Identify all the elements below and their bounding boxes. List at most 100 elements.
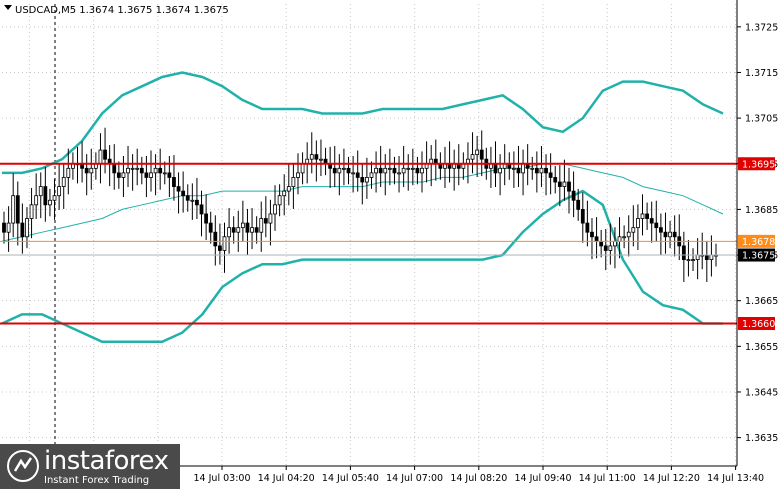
- candle-body: [420, 167, 424, 174]
- candle-body: [668, 231, 672, 238]
- current-price-label: 1.3675: [742, 251, 775, 262]
- candle-body: [199, 204, 204, 215]
- candle-body: [622, 236, 627, 239]
- candle-body: [286, 186, 291, 192]
- y-tick-label: 1.3665: [745, 296, 778, 307]
- candlesticks: [2, 127, 718, 282]
- candle-body: [291, 177, 296, 187]
- candle-body: [20, 222, 25, 238]
- bollinger-lower-line: [1, 189, 723, 344]
- candle-body: [355, 172, 360, 178]
- candle-body: [250, 227, 254, 233]
- candle-body: [360, 177, 365, 183]
- candle-body: [34, 195, 39, 206]
- candle-body: [553, 177, 558, 183]
- logo-subtitle: Instant Forex Trading: [44, 475, 150, 486]
- y-tick-label: 1.3645: [745, 387, 778, 398]
- candle-body: [181, 190, 186, 197]
- candle-body: [493, 163, 498, 174]
- candle-body: [52, 195, 57, 201]
- candle-body: [631, 227, 636, 233]
- candle-body: [704, 254, 709, 261]
- candle-body: [645, 213, 649, 219]
- candle-body: [162, 172, 167, 175]
- candle-body: [530, 167, 535, 170]
- current-price-label-bg: [738, 248, 775, 262]
- bollinger-upper-line: [2, 71, 724, 175]
- y-tick-label: 1.3655: [745, 342, 778, 353]
- candle-body: [135, 167, 140, 170]
- candle-body: [254, 227, 259, 233]
- candle-body: [387, 167, 392, 170]
- candle-body: [332, 167, 337, 174]
- candle-body: [567, 181, 571, 192]
- y-tick-label: 1.3725: [745, 22, 778, 33]
- candle-body: [25, 218, 29, 238]
- candle-body: [640, 213, 645, 219]
- candle-body: [29, 204, 34, 219]
- candle-body: [548, 172, 553, 178]
- candle-body: [392, 167, 397, 174]
- candle-body: [296, 172, 300, 178]
- candle-body: [626, 231, 631, 238]
- candle-body: [158, 167, 163, 174]
- candle-body: [613, 240, 617, 247]
- candle-body: [608, 245, 613, 251]
- x-tick-label: 14 Jul 05:40: [322, 473, 379, 484]
- candle-body: [636, 218, 640, 229]
- candle-body: [236, 227, 241, 233]
- level-label-bg: [738, 234, 775, 248]
- candle-body: [534, 167, 539, 174]
- candle-body: [397, 172, 401, 175]
- candle-body: [378, 167, 383, 174]
- candle-body: [57, 186, 62, 197]
- candle-body: [649, 218, 654, 224]
- candle-body: [571, 190, 576, 201]
- collapse-arrow-icon[interactable]: [4, 5, 12, 10]
- brand-logo: instaforex Instant Forex Trading: [0, 444, 180, 489]
- candle-body: [172, 177, 176, 187]
- candle-body: [245, 222, 250, 233]
- candle-body: [98, 149, 103, 165]
- x-tick-label: 14 Jul 07:00: [386, 473, 443, 484]
- candle-body: [227, 227, 231, 238]
- logo-mark-icon: [7, 450, 39, 482]
- candle-body: [61, 177, 66, 187]
- candle-body: [585, 222, 590, 233]
- candle-body: [231, 227, 236, 233]
- candle-body: [314, 154, 319, 160]
- x-tick-label: 14 Jul 13:40: [707, 473, 764, 484]
- candle-body: [599, 240, 604, 247]
- y-tick-label: 1.3635: [745, 433, 778, 444]
- candle-body: [475, 149, 480, 156]
- candle-body: [521, 163, 525, 174]
- candle-body: [603, 245, 608, 251]
- candle-body: [139, 167, 144, 174]
- candle-body: [273, 204, 277, 215]
- candle-body: [580, 208, 585, 224]
- candle-body: [116, 172, 121, 178]
- candle-body: [263, 218, 268, 224]
- candle-body: [686, 259, 691, 262]
- candle-body: [277, 195, 282, 206]
- level-labels: 1.3695 1.3678 1.3660 1.3675: [738, 157, 775, 331]
- candle-body: [6, 222, 11, 233]
- candle-body: [364, 177, 369, 183]
- candle-body: [84, 167, 89, 174]
- candle-body: [121, 172, 126, 178]
- candle-body: [103, 149, 107, 160]
- candle-body: [337, 167, 342, 174]
- candle-body: [319, 158, 323, 161]
- candle-body: [126, 167, 130, 174]
- candle-body: [300, 163, 305, 174]
- candle-body: [190, 199, 195, 202]
- grid: [2, 4, 737, 465]
- candle-body: [309, 154, 314, 160]
- candle-body: [351, 172, 356, 175]
- candle-body: [415, 167, 420, 174]
- candle-body: [557, 181, 562, 187]
- resistance-label: 1.3695: [742, 159, 775, 170]
- candle-body: [268, 213, 273, 224]
- candle-body: [48, 199, 52, 206]
- candle-body: [539, 167, 544, 174]
